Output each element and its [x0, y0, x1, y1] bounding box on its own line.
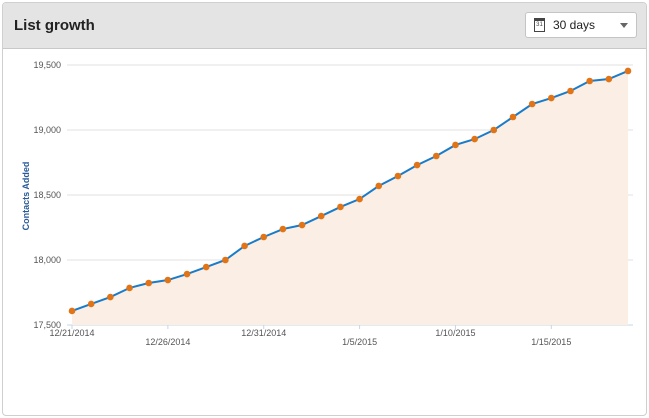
data-point[interactable]	[298, 221, 306, 229]
data-point[interactable]	[222, 256, 229, 264]
x-tick-label: 12/31/2014	[241, 328, 286, 338]
date-range-value: 30 days	[553, 18, 596, 32]
card-header: List growth 31 30 days	[3, 3, 646, 49]
data-point[interactable]	[375, 182, 383, 190]
data-point[interactable]	[528, 100, 536, 108]
x-tick-label: 1/15/2015	[531, 337, 571, 347]
data-point[interactable]	[260, 233, 268, 241]
data-point[interactable]	[567, 87, 574, 95]
data-point[interactable]	[624, 67, 632, 75]
data-point[interactable]	[183, 270, 191, 278]
data-point[interactable]	[356, 195, 363, 203]
data-point[interactable]	[107, 293, 114, 301]
data-point[interactable]	[509, 113, 517, 121]
data-point[interactable]	[145, 279, 152, 287]
data-point[interactable]	[337, 203, 344, 211]
data-point[interactable]	[605, 75, 613, 83]
y-axis-label: Contacts Added	[21, 162, 31, 231]
data-point[interactable]	[87, 300, 95, 308]
x-tick-label: 12/26/2014	[145, 337, 190, 347]
calendar-icon: 31	[534, 18, 545, 32]
y-tick-label: 17,500	[33, 320, 61, 330]
data-point[interactable]	[126, 284, 133, 292]
data-point[interactable]	[164, 276, 172, 284]
x-tick-label: 12/21/2014	[49, 328, 94, 338]
data-point[interactable]	[241, 242, 248, 250]
data-point[interactable]	[394, 172, 402, 180]
area-fill	[72, 70, 628, 325]
x-tick-label: 1/5/2015	[342, 337, 377, 347]
data-point[interactable]	[202, 263, 210, 271]
data-point[interactable]	[548, 94, 555, 102]
data-point[interactable]	[432, 152, 440, 160]
data-point[interactable]	[586, 77, 593, 85]
data-point[interactable]	[68, 307, 76, 315]
y-tick-label: 19,500	[33, 60, 61, 70]
data-point[interactable]	[471, 135, 478, 143]
data-point[interactable]	[413, 161, 421, 169]
y-tick-label: 18,000	[33, 255, 61, 265]
x-tick-label: 1/10/2015	[435, 328, 475, 338]
chevron-down-icon	[620, 23, 628, 28]
data-point[interactable]	[279, 225, 287, 233]
date-range-select[interactable]: 31 30 days	[525, 12, 637, 38]
card-title: List growth	[14, 17, 95, 34]
y-tick-label: 18,500	[33, 190, 61, 200]
data-point[interactable]	[490, 126, 498, 134]
y-tick-label: 19,000	[33, 125, 61, 135]
data-point[interactable]	[317, 212, 325, 220]
data-point[interactable]	[452, 141, 459, 149]
